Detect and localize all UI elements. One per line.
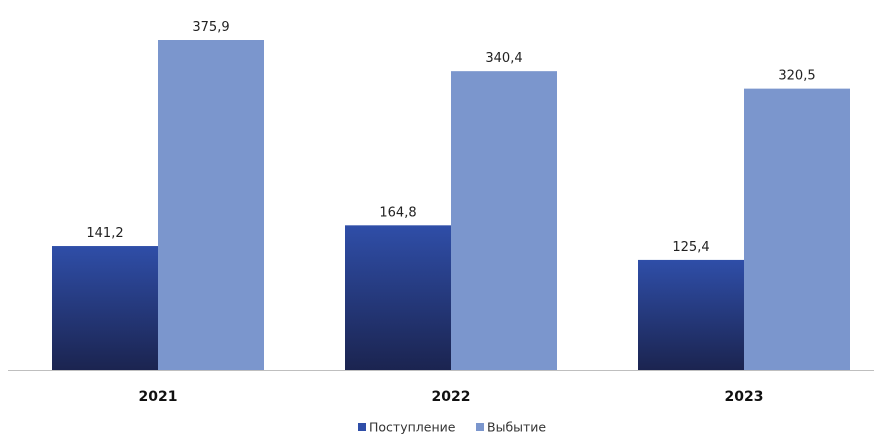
bar-2022-series-0 [345,225,451,370]
data-label-2023-series-0: 125,4 [672,240,709,255]
legend: Поступление Выбытие [358,420,546,435]
data-label-2022-series-1: 340,4 [485,51,522,66]
legend-swatch-series-1 [476,423,484,431]
bar-2023-series-0 [638,259,744,370]
data-label-2023-series-1: 320,5 [778,69,815,84]
plot-area: 141,2 375,9 2021 164,8 340,4 2022 125,4 320,5 20… [8,20,874,405]
data-label-2022-series-0: 164,8 [379,205,416,220]
legend-label-series-1: Выбытие [487,420,546,435]
data-label-2021-series-1: 375,9 [192,20,229,35]
bar-2022-series-1 [451,71,557,370]
x-tick-label-2022: 2022 [432,389,471,405]
bar-2023-series-1 [744,88,850,370]
x-tick-label-2023: 2023 [725,389,764,405]
data-label-2021-series-0: 141,2 [86,226,123,241]
bar-2021-series-1 [158,40,264,370]
legend-swatch-series-0 [358,423,366,431]
legend-label-series-0: Поступление [369,420,456,435]
bar-2021-series-0 [52,246,158,370]
x-tick-label-2021: 2021 [139,389,178,405]
